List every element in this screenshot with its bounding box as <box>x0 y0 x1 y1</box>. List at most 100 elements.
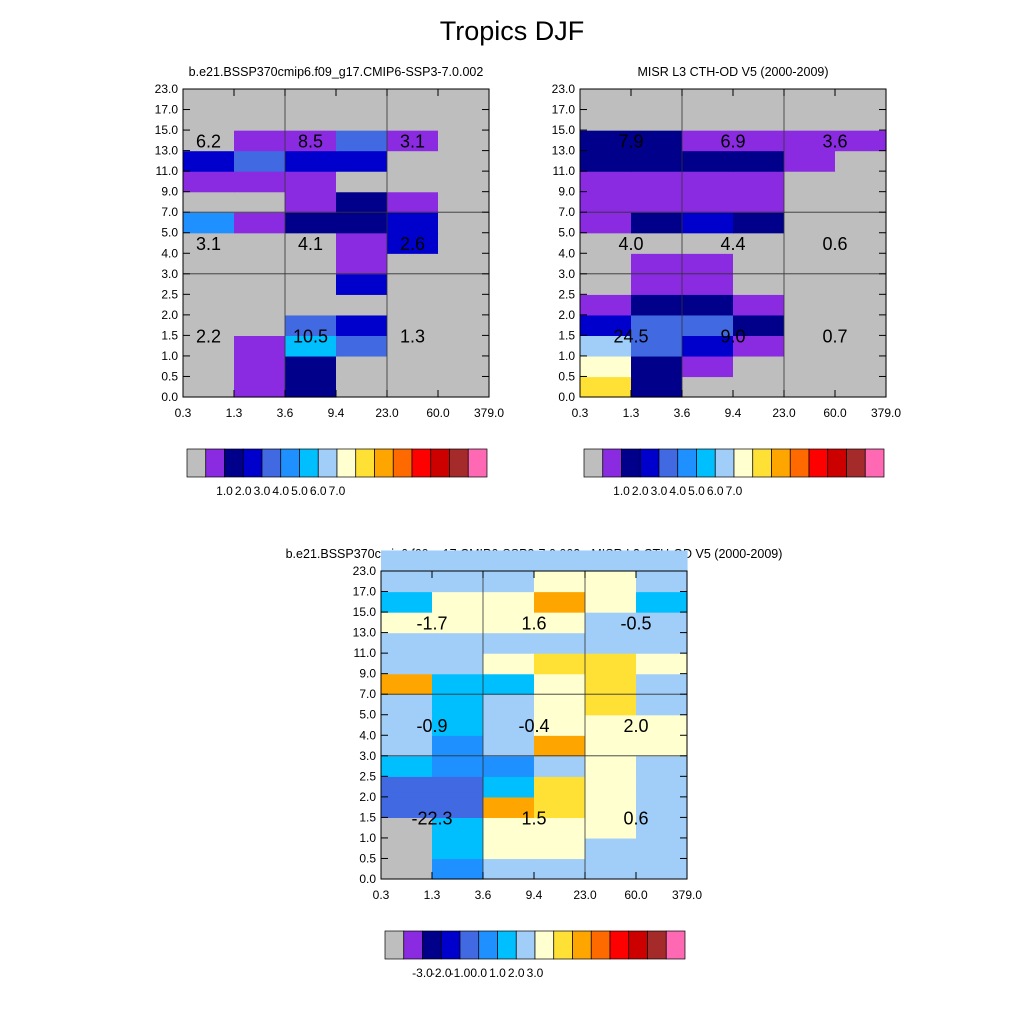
y-tick-label: 0.0 <box>359 872 376 886</box>
heatmap-cell <box>387 273 439 295</box>
region-value-label: 0.7 <box>822 326 847 346</box>
heatmap-cell <box>835 150 887 172</box>
heatmap-cell <box>585 837 637 860</box>
heatmap-cell <box>534 632 586 654</box>
heatmap-cell <box>631 335 683 357</box>
heatmap-cell <box>631 212 683 234</box>
heatmap-cell <box>234 314 286 336</box>
colorbar-swatch <box>459 930 480 960</box>
colorbar-tick-label: 0.0 <box>470 966 487 980</box>
heatmap-cell <box>234 212 286 234</box>
heatmap-cell <box>585 714 637 736</box>
heatmap-cell <box>183 253 235 275</box>
x-tick-label: 379.0 <box>672 888 702 902</box>
y-tick-label: 3.0 <box>359 749 376 763</box>
heatmap-cell <box>733 232 785 254</box>
heatmap-cell <box>631 232 683 254</box>
heatmap-cell <box>381 694 433 716</box>
x-tick-label: 0.3 <box>373 888 390 902</box>
x-tick-label: 379.0 <box>871 406 901 420</box>
heatmap-cell <box>483 776 535 798</box>
y-tick-label: 11.0 <box>156 164 179 178</box>
heatmap-cell <box>432 837 484 860</box>
x-tick-label: 23.0 <box>772 406 796 420</box>
heatmap-cell <box>432 550 484 572</box>
colorbar-swatch <box>583 448 604 478</box>
region-value-label: 7.9 <box>618 131 643 151</box>
heatmap-cell <box>234 376 286 398</box>
heatmap-cell <box>835 376 887 398</box>
colorbar-tick-label: 1.0 <box>613 484 630 498</box>
region-value-label: 4.0 <box>618 234 643 254</box>
heatmap-cell <box>285 191 337 213</box>
heatmap-cell <box>631 294 683 316</box>
heatmap-cell <box>381 796 433 818</box>
heatmap-cell <box>483 796 535 818</box>
heatmap-cell <box>285 130 337 152</box>
heatmap-cell <box>733 130 785 152</box>
heatmap-cell <box>387 130 439 152</box>
heatmap-cell <box>381 612 433 634</box>
colorbar-swatch <box>317 448 338 478</box>
region-value-label: 1.5 <box>521 808 546 828</box>
heatmap-cell <box>336 253 388 275</box>
colorbar-swatch <box>677 448 697 478</box>
heatmap-cell <box>534 550 586 572</box>
heatmap-cell <box>733 335 785 357</box>
y-tick-label: 0.5 <box>161 369 178 383</box>
heatmap-cell <box>580 335 632 357</box>
y-tick-label: 9.0 <box>161 185 178 199</box>
colorbar-swatch <box>733 448 754 478</box>
region-value-label: 1.6 <box>521 613 546 633</box>
heatmap-cell <box>835 253 887 275</box>
colorbar-swatch <box>261 448 282 478</box>
heatmap-cell <box>784 273 836 295</box>
x-tick-label: 1.3 <box>623 406 640 420</box>
heatmap-cell <box>234 150 286 172</box>
y-tick-label: 11.0 <box>553 164 576 178</box>
heatmap-cell <box>636 591 688 613</box>
heatmap-cell <box>585 858 637 880</box>
heatmap-cell <box>534 858 586 880</box>
heatmap-cell <box>682 191 734 213</box>
heatmap-cell <box>438 314 490 336</box>
y-tick-label: 23.0 <box>353 564 377 578</box>
heatmap-cell <box>636 755 688 777</box>
y-tick-label: 2.5 <box>359 769 376 783</box>
heatmap-cell <box>585 694 637 716</box>
heatmap-cell <box>336 89 388 111</box>
y-tick-label: 13.0 <box>353 626 377 640</box>
heatmap-cell <box>285 273 337 295</box>
heatmap-cell <box>432 673 484 695</box>
heatmap-cell <box>387 314 439 336</box>
colorbar-tick-label: -2.0 <box>431 966 452 980</box>
heatmap-cell <box>483 571 535 593</box>
region-value-label: -0.9 <box>416 716 447 736</box>
heatmap-cell <box>483 858 535 880</box>
heatmap-cell <box>438 232 490 254</box>
heatmap-cell <box>483 550 535 572</box>
heatmap-cell <box>631 273 683 295</box>
colorbar-swatch <box>590 930 611 960</box>
y-tick-label: 3.0 <box>558 267 575 281</box>
region-value-label: 1.3 <box>400 326 425 346</box>
heatmap-cell <box>234 273 286 295</box>
heatmap-cell <box>580 294 632 316</box>
heatmap-cell <box>234 89 286 111</box>
heatmap-cell <box>381 776 433 798</box>
heatmap-cell <box>432 796 484 818</box>
heatmap-cell <box>483 694 535 716</box>
heatmap-cell <box>438 212 490 234</box>
heatmap-cell <box>234 232 286 254</box>
heatmap-cell <box>432 755 484 777</box>
heatmap-cell <box>336 191 388 213</box>
heatmap-cell <box>631 150 683 172</box>
heatmap-cell <box>381 817 433 839</box>
y-tick-label: 7.0 <box>161 205 178 219</box>
heatmap-cell <box>631 109 683 131</box>
heatmap-cell <box>234 130 286 152</box>
region-value-label: -22.3 <box>411 808 452 828</box>
heatmap-cell <box>285 376 337 398</box>
y-tick-label: 17.0 <box>353 585 377 599</box>
heatmap-cell <box>438 150 490 172</box>
